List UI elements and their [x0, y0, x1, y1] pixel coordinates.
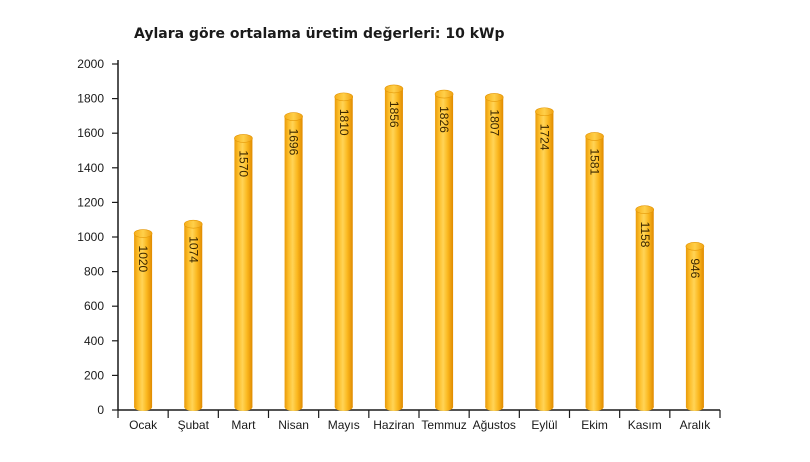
bar-base: [134, 403, 153, 411]
x-category-label: Ağustos: [473, 418, 516, 432]
bar-base: [685, 403, 704, 411]
bar-base: [234, 403, 253, 411]
axes: [112, 60, 721, 418]
bar: [535, 111, 554, 408]
bar: [485, 97, 504, 407]
bar: [184, 224, 203, 407]
y-tick-label: 1200: [77, 195, 104, 209]
bar: [384, 88, 403, 408]
y-tick-label: 600: [84, 299, 104, 313]
y-tick-label: 1600: [77, 126, 104, 140]
bar: [284, 116, 303, 407]
bar-value-label: 1856: [387, 101, 401, 128]
bar-base: [585, 403, 604, 411]
bar-value-label: 1570: [236, 150, 250, 177]
bar: [435, 94, 454, 408]
bar-top: [535, 107, 554, 117]
x-category-label: Kasım: [628, 418, 662, 432]
bar-value-label: 1826: [437, 106, 451, 133]
bar-base: [384, 403, 403, 411]
bar-base: [184, 403, 203, 411]
x-category-label: Mayıs: [328, 418, 360, 432]
y-tick-label: 0: [97, 403, 104, 417]
bar-top: [434, 89, 454, 99]
x-category-label: Ocak: [129, 418, 158, 432]
x-category-label: Nisan: [278, 418, 309, 432]
bar-top: [234, 134, 253, 143]
bar-top: [585, 132, 604, 141]
bar: [234, 138, 253, 407]
x-category-label: Eylül: [531, 418, 557, 432]
y-tick-label: 1800: [77, 92, 104, 106]
bar-base: [635, 403, 654, 411]
bar-value-label: 1158: [638, 222, 652, 248]
bar-base: [284, 403, 303, 411]
bars: [133, 84, 705, 411]
chart-title: Aylara göre ortalama üretim değerleri: 1…: [134, 26, 505, 42]
bar: [685, 246, 704, 407]
bar-top: [685, 242, 705, 251]
bar: [635, 209, 654, 407]
y-tick-label: 800: [84, 265, 104, 279]
bar-base: [435, 403, 454, 411]
x-category-label: Mart: [231, 418, 256, 432]
bar-value-label: 1020: [136, 246, 150, 273]
bar-value-label: 946: [688, 258, 702, 278]
bar-top: [133, 229, 153, 238]
y-tick-label: 400: [84, 334, 104, 348]
bar-top: [635, 205, 655, 214]
bar-value-label: 1810: [337, 109, 351, 136]
bar: [134, 233, 153, 407]
bar-value-label: 1724: [537, 124, 551, 151]
bar-top: [384, 84, 404, 94]
y-tick-label: 1400: [77, 161, 104, 175]
y-tick-label: 200: [84, 368, 104, 382]
bar-value-label: 1074: [186, 236, 200, 263]
y-tick-label: 2000: [77, 57, 104, 71]
bar-top: [484, 93, 504, 102]
x-category-label: Temmuz: [421, 418, 466, 432]
bar-top: [284, 112, 303, 121]
bar-base: [334, 403, 353, 411]
bar-base: [485, 403, 504, 411]
bar-top: [183, 219, 203, 229]
x-category-label: Haziran: [373, 418, 414, 432]
labels: 0 200 400 600 800 1000 1200 1400 1600 1800 2000 102…: [77, 57, 711, 432]
bar-value-label: 1696: [287, 129, 301, 156]
x-category-label: Aralık: [680, 418, 712, 432]
bar-base: [535, 403, 554, 411]
x-category-label: Şubat: [178, 418, 210, 432]
bar-value-label: 1807: [487, 109, 501, 136]
bar-top: [334, 92, 354, 102]
bar-value-label: 1581: [588, 148, 602, 175]
bar: [334, 96, 353, 408]
y-tick-label: 1000: [77, 230, 104, 244]
x-category-label: Ekim: [581, 418, 608, 432]
bar: [585, 136, 604, 407]
